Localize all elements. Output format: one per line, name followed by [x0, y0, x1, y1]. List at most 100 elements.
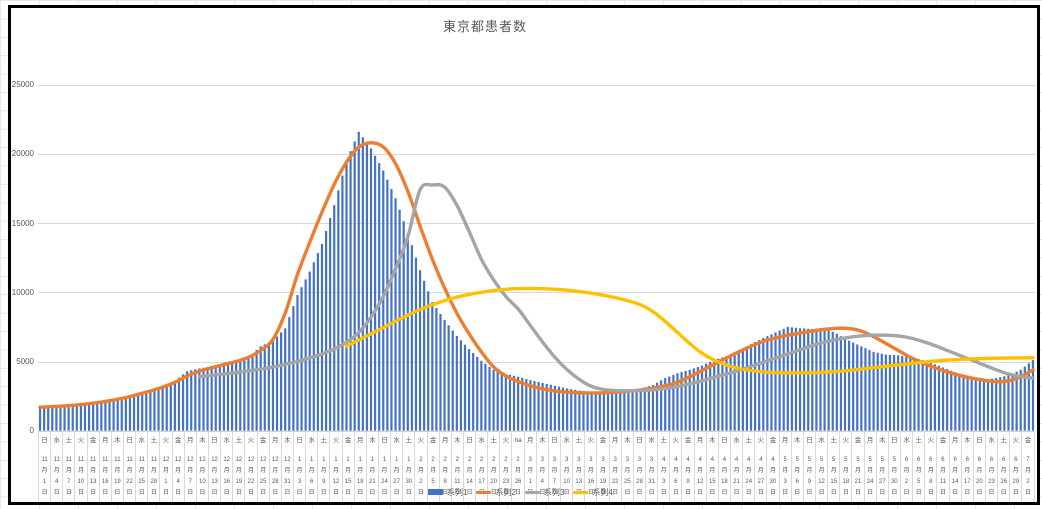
legend-item-系列2[interactable]: 系列2 — [476, 487, 516, 498]
bar[interactable] — [337, 190, 340, 431]
line-series-系列3[interactable] — [197, 182, 1035, 393]
bar[interactable] — [888, 354, 892, 431]
bar[interactable] — [79, 403, 82, 431]
bar[interactable] — [721, 357, 724, 431]
bar[interactable] — [247, 357, 250, 431]
bar[interactable] — [439, 313, 442, 431]
bar[interactable] — [815, 328, 818, 431]
bar[interactable] — [55, 406, 58, 431]
bar[interactable] — [423, 280, 426, 431]
bar[interactable] — [480, 360, 483, 431]
bar[interactable] — [508, 374, 512, 431]
bar[interactable] — [856, 344, 859, 431]
bar[interactable] — [537, 382, 540, 431]
bar[interactable] — [116, 397, 119, 431]
bar[interactable] — [83, 403, 87, 431]
bar[interactable] — [892, 355, 896, 431]
bar[interactable] — [1023, 366, 1026, 431]
bar[interactable] — [982, 379, 986, 431]
bar[interactable] — [676, 373, 679, 431]
bar[interactable] — [324, 230, 328, 431]
bar[interactable] — [104, 400, 107, 431]
bar[interactable] — [655, 382, 659, 431]
bar[interactable] — [741, 348, 744, 431]
bar[interactable] — [578, 390, 581, 431]
bar[interactable] — [758, 340, 761, 431]
bar[interactable] — [271, 340, 275, 431]
bar[interactable] — [190, 370, 193, 431]
bar[interactable] — [582, 391, 585, 431]
bar[interactable] — [843, 338, 847, 431]
bar[interactable] — [610, 390, 614, 431]
bar[interactable] — [598, 391, 601, 431]
bar[interactable] — [280, 332, 283, 431]
bar[interactable] — [803, 328, 806, 431]
bar[interactable] — [100, 400, 103, 431]
bar[interactable] — [897, 355, 900, 431]
bar[interactable] — [872, 351, 875, 431]
bar[interactable] — [67, 405, 70, 431]
bar[interactable] — [51, 406, 54, 431]
bar[interactable] — [1011, 373, 1014, 431]
bar[interactable] — [651, 385, 655, 431]
bar[interactable] — [529, 380, 532, 431]
bar[interactable] — [991, 378, 994, 431]
bar[interactable] — [357, 131, 360, 431]
bar[interactable] — [320, 243, 324, 431]
bar[interactable] — [361, 137, 364, 431]
bar[interactable] — [304, 279, 307, 431]
bar[interactable] — [243, 358, 246, 431]
bar[interactable] — [186, 371, 189, 431]
bar[interactable] — [986, 379, 990, 431]
bar[interactable] — [827, 329, 830, 431]
bar[interactable] — [868, 349, 871, 431]
x-axis[interactable]: 日 11 月 1 日水 11 月 4 日土 11 月 7 日火 11 月 10 日金 11 月 13 日月 11 月 16 日木… — [38, 432, 1035, 502]
bar[interactable] — [365, 142, 369, 431]
bar[interactable] — [737, 350, 740, 431]
bar[interactable] — [745, 346, 749, 431]
bar[interactable] — [1003, 376, 1006, 431]
bar[interactable] — [639, 388, 642, 431]
bar[interactable] — [574, 389, 577, 431]
bar[interactable] — [512, 375, 516, 431]
bar[interactable] — [717, 358, 720, 431]
bar[interactable] — [263, 344, 266, 431]
bar[interactable] — [124, 396, 127, 431]
bar[interactable] — [978, 378, 981, 431]
bar[interactable] — [647, 386, 650, 431]
bar[interactable] — [631, 389, 634, 431]
bar[interactable] — [933, 364, 936, 431]
bar[interactable] — [333, 205, 336, 431]
bar[interactable] — [606, 391, 610, 431]
bar[interactable] — [43, 406, 46, 431]
bar[interactable] — [218, 364, 221, 431]
bar[interactable] — [966, 376, 969, 431]
bar[interactable] — [937, 365, 941, 431]
bar[interactable] — [521, 377, 524, 431]
bar[interactable] — [230, 362, 234, 431]
bar[interactable] — [778, 330, 781, 431]
bar[interactable] — [255, 349, 258, 431]
line-series-系列4[interactable] — [344, 286, 1035, 375]
bar[interactable] — [1019, 369, 1022, 431]
bar[interactable] — [382, 170, 385, 431]
bar[interactable] — [688, 369, 691, 431]
bar[interactable] — [635, 388, 638, 431]
bar[interactable] — [59, 406, 62, 431]
bar[interactable] — [553, 385, 556, 431]
bar[interactable] — [390, 188, 393, 431]
bar[interactable] — [925, 361, 928, 431]
bar[interactable] — [112, 398, 115, 431]
bar[interactable] — [749, 344, 753, 431]
bar[interactable] — [684, 370, 687, 431]
bar[interactable] — [349, 151, 352, 431]
bar[interactable] — [525, 379, 528, 431]
bar[interactable] — [823, 327, 826, 431]
bar[interactable] — [239, 360, 242, 431]
bar[interactable] — [517, 376, 520, 431]
bar[interactable] — [839, 336, 843, 431]
bar[interactable] — [496, 371, 499, 431]
bar[interactable] — [492, 369, 495, 431]
bar[interactable] — [590, 391, 593, 431]
bar[interactable] — [664, 378, 667, 431]
